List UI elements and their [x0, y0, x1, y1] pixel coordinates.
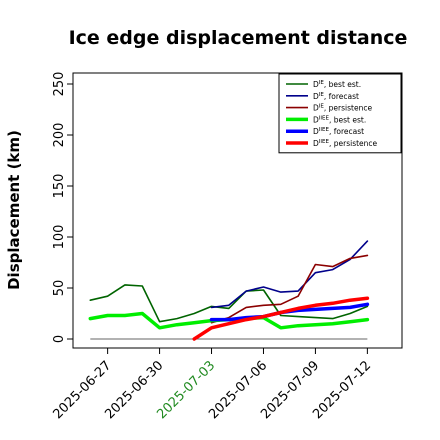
legend-entry-5: DIIEE, persistence [313, 139, 378, 148]
y-tick-label: 100 [52, 225, 67, 250]
y-tick-label: 150 [52, 174, 67, 199]
plot-area: 0501001502002502025-06-272025-06-302025-… [50, 72, 403, 422]
series-line-0 [89, 284, 369, 323]
y-tick-label: 250 [52, 72, 67, 97]
series-line-5 [192, 296, 370, 341]
y-axis-label: Displacement (km) [5, 130, 23, 290]
series-line-1 [210, 240, 369, 309]
legend-entry-4: DIIEE, forecast [313, 127, 364, 136]
plot-frame [72, 72, 403, 349]
legend: DIE, best est. DIE, forecast DIE, persiste… [278, 73, 402, 154]
y-tick-label: 50 [52, 280, 67, 297]
legend-entry-2: DIE, persistence [313, 104, 372, 113]
legend-entry-0: DIE, best est. [313, 80, 361, 89]
y-tick-label: 200 [52, 123, 67, 148]
legend-entry-1: DIE, forecast [313, 92, 359, 101]
legend-entry-3: DIIEE, best est. [313, 115, 366, 124]
series-line-2 [210, 254, 369, 324]
y-tick-label: 0 [52, 335, 67, 343]
chart-title: Ice edge displacement distance [69, 27, 408, 49]
legend-box [278, 73, 402, 154]
